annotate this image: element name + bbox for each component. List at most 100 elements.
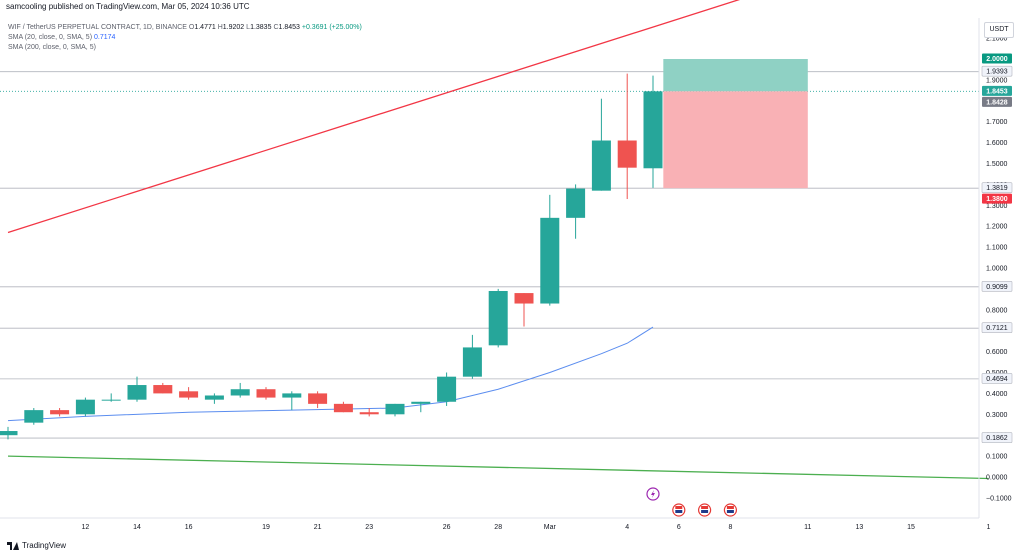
x-tick-label: 19: [262, 524, 270, 531]
long-position-tool[interactable]: [663, 59, 808, 189]
sma200-label: SMA (200, close, 0, SMA, 5): [8, 44, 96, 51]
candle-body: [308, 393, 328, 404]
x-tick-label: 13: [856, 524, 864, 531]
x-tick-label: 26: [443, 524, 451, 531]
candle-body: [101, 399, 121, 401]
price-label-text: 0.7121: [986, 325, 1008, 332]
price-label-box: [981, 65, 1013, 77]
y-tick-label: 0.6000: [986, 349, 1008, 356]
price-label-text: 1.8453: [986, 88, 1008, 95]
ohlc-low: L1.3835: [246, 24, 272, 31]
price-label-text: 1.8428: [986, 99, 1008, 106]
candle-body: [462, 347, 482, 377]
x-tick-label: 21: [314, 524, 322, 531]
candle-body: [204, 395, 224, 400]
x-tick-label: 16: [185, 524, 193, 531]
x-tick-label: Mar: [544, 524, 557, 531]
candle-body: [333, 403, 353, 413]
price-label-text: 1.3819: [986, 185, 1008, 192]
price-label-text: 0.1862: [986, 435, 1008, 442]
lightning-glyph: [651, 490, 655, 498]
candles: [0, 73, 663, 440]
price-label-box: [982, 96, 1012, 107]
y-tick-label: 1.1000: [986, 245, 1008, 252]
candle-body: [617, 140, 637, 168]
candle-body: [230, 389, 250, 396]
symbol-row: WIF / TetherUS PERPETUAL CONTRACT, 1D, B…: [8, 23, 362, 33]
stop-zone: [663, 91, 808, 189]
price-label-box: [982, 85, 1012, 96]
x-tick-label: 8: [728, 524, 732, 531]
sma20-line: [7, 326, 654, 422]
flag-stripe-bottom: [675, 510, 683, 513]
flag-stripe-bottom: [726, 510, 734, 513]
y-tick-label: 1.5000: [986, 161, 1008, 168]
y-tick-label: −0.1000: [986, 495, 1012, 502]
y-tick-label: 1.2000: [986, 224, 1008, 231]
event-markers[interactable]: [646, 487, 738, 517]
x-tick-label: 23: [365, 524, 373, 531]
time-axis[interactable]: 12 14 16 19 21 23 26 28 Mar 4 6 8 11 13 15 1: [82, 524, 991, 531]
candle-body: [282, 393, 302, 398]
tradingview-logo-icon: [7, 541, 19, 550]
candle-body: [591, 140, 611, 191]
price-label-box: [981, 281, 1013, 292]
candle-body: [643, 91, 663, 169]
sma20-label: SMA (20, close, 0, SMA, 5): [8, 34, 93, 41]
candle-body: [411, 401, 431, 404]
price-label-box: [981, 373, 1013, 384]
x-tick-label: 1: [986, 524, 990, 531]
x-tick-label: 4: [625, 524, 629, 531]
y-tick-label: 1.6000: [986, 140, 1008, 147]
price-label-text: 1.9393: [986, 69, 1008, 76]
chart-legend: WIF / TetherUS PERPETUAL CONTRACT, 1D, B…: [8, 23, 362, 53]
sma200-legend[interactable]: SMA (200, close, 0, SMA, 5): [8, 43, 362, 53]
candle-body: [385, 403, 405, 415]
sma20-legend[interactable]: SMA (20, close, 0, SMA, 5) 0.7174: [8, 33, 362, 43]
trendline-lower: [7, 455, 989, 480]
ohlc-high: H1.9202: [217, 24, 245, 31]
y-tick-label: 1.0000: [986, 266, 1008, 273]
price-label-box: [981, 322, 1013, 333]
candle-body: [179, 391, 199, 398]
ohlc-open: O1.4771: [188, 24, 216, 31]
y-tick-label: 1.3000: [986, 203, 1008, 210]
price-labels: 2.0000 1.9393 1.8453 1.8428 1.3819 1.3800 0.90…: [981, 53, 1013, 443]
candle-body: [437, 376, 457, 402]
footer-brand: TradingView: [22, 541, 67, 550]
y-tick-label: 0.3000: [986, 412, 1008, 419]
x-tick-label: 6: [677, 524, 681, 531]
candle-body: [488, 290, 508, 346]
sma20-value: 0.7174: [93, 34, 116, 41]
candle-body: [359, 412, 379, 415]
y-tick-label: 1.7000: [986, 119, 1008, 126]
symbol-name[interactable]: WIF / TetherUS PERPETUAL CONTRACT, 1D, B…: [8, 24, 187, 31]
x-tick-label: 12: [82, 524, 90, 531]
candle-body: [153, 385, 173, 394]
y-tick-label: 0.0000: [986, 475, 1008, 482]
trendlines[interactable]: [7, 0, 989, 480]
publisher-info: samcooling published on TradingView.com,…: [6, 2, 250, 11]
candle-body: [24, 410, 44, 423]
price-label-box: [981, 432, 1013, 443]
footer: TradingView: [7, 541, 66, 550]
candle-body: [514, 293, 534, 304]
y-tick-label: 1.9000: [986, 77, 1008, 84]
flag-stripe-top: [701, 506, 709, 509]
price-label-box: [981, 182, 1013, 193]
target-zone: [663, 59, 808, 92]
sma-line: [7, 326, 654, 422]
y-tick-label: 0.1000: [986, 454, 1008, 461]
candle-body: [256, 389, 276, 398]
y-tick-label: 0.8000: [986, 307, 1008, 314]
currency-button[interactable]: USDT: [984, 22, 1014, 38]
price-label-box: [982, 193, 1012, 204]
flag-stripe-bottom: [701, 510, 709, 513]
y-tick-label: 2.1000: [986, 36, 1008, 43]
candle-body: [75, 399, 95, 415]
x-tick-label: 15: [907, 524, 915, 531]
price-label-text: 0.9099: [986, 284, 1008, 291]
candle-body: [540, 217, 560, 304]
price-label-text: 2.0000: [986, 56, 1008, 63]
